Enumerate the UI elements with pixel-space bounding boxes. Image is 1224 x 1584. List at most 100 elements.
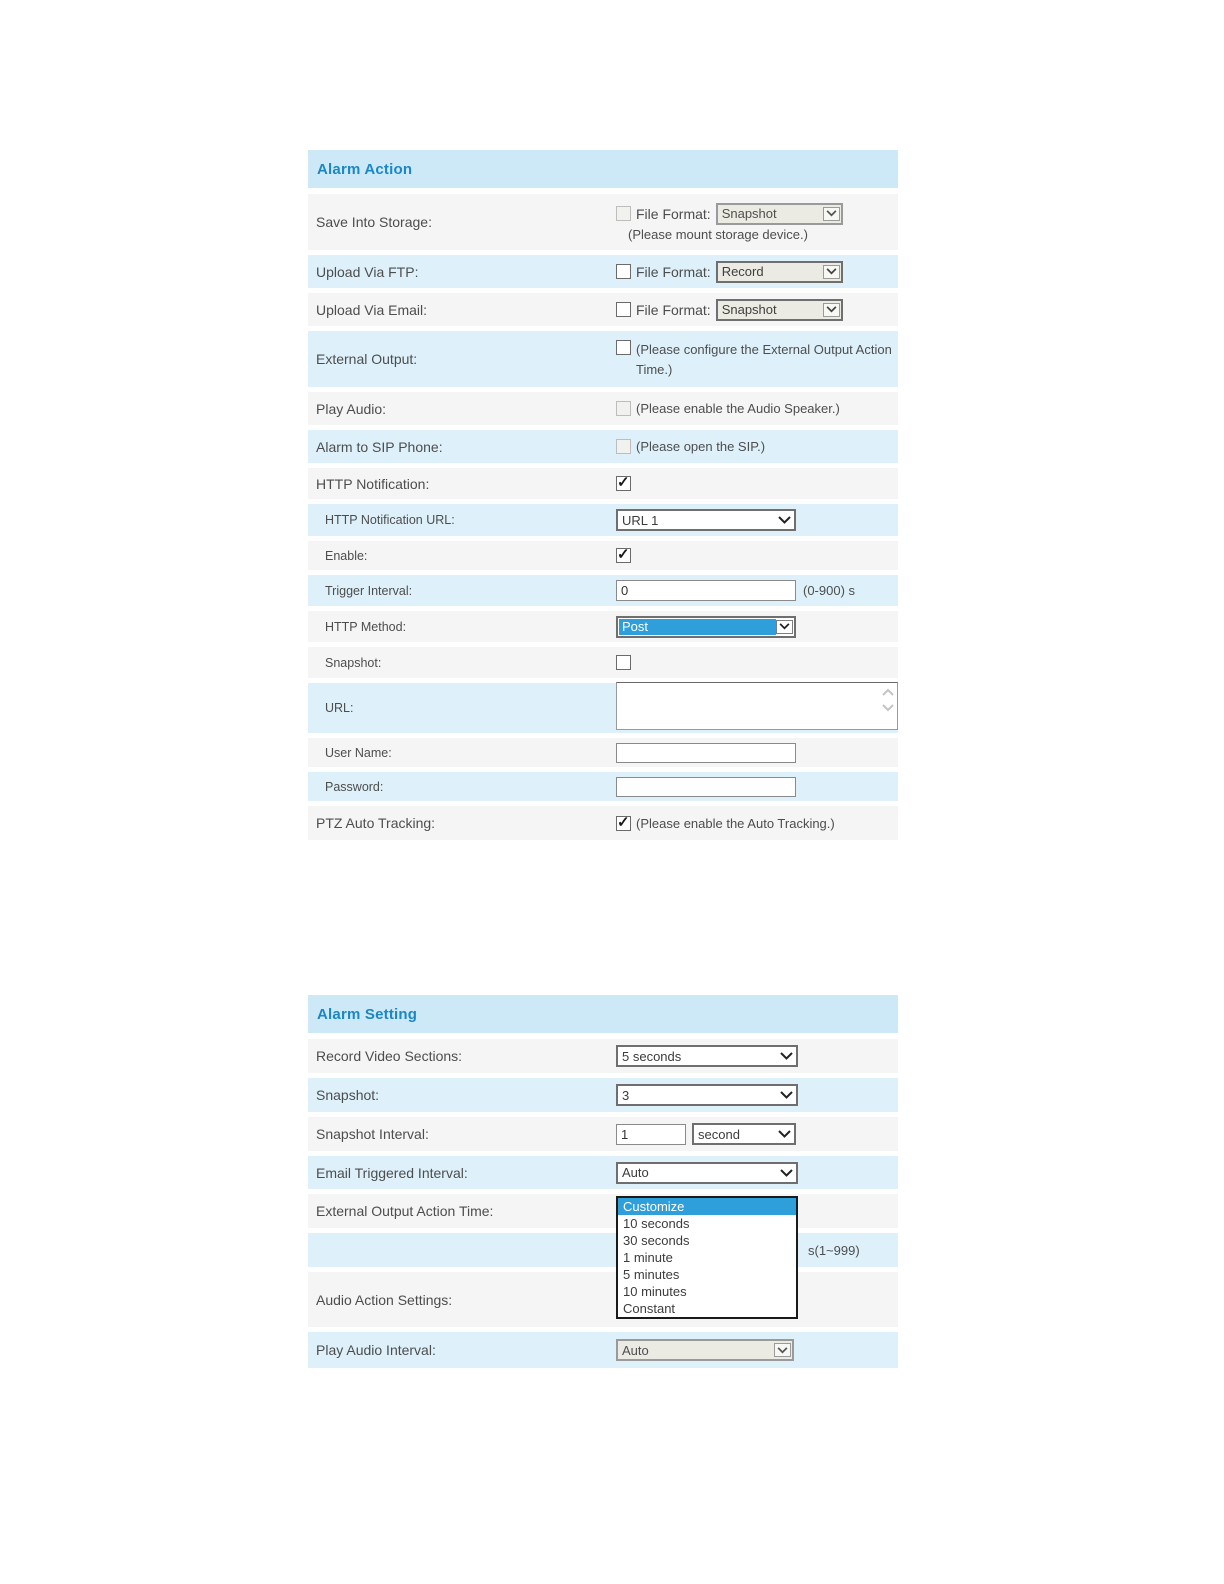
external-output-action-time-listbox: Customize 10 seconds 30 seconds 1 minute… <box>616 1196 798 1319</box>
snapshot-checkbox[interactable] <box>616 655 631 670</box>
row-upload-via-email: Upload Via Email: File Format: Snapshot <box>308 293 898 326</box>
url-textarea[interactable] <box>616 681 898 730</box>
email-file-format-select[interactable]: Snapshot <box>715 298 843 321</box>
trigger-interval-label: Trigger Interval: <box>325 583 413 598</box>
ptz-auto-tracking-note: (Please enable the Auto Tracking.) <box>636 815 835 831</box>
row-setting-snapshot: Snapshot: 3 <box>308 1078 898 1112</box>
row-email-triggered-interval: Email Triggered Interval: Auto <box>308 1156 898 1189</box>
email-triggered-interval-select[interactable]: Auto <box>616 1161 798 1184</box>
textarea-scroll-arrows[interactable] <box>882 688 894 712</box>
play-audio-label: Play Audio: <box>316 400 387 417</box>
trigger-interval-input[interactable] <box>616 580 796 601</box>
snapshot-interval-label: Snapshot Interval: <box>316 1126 429 1142</box>
chevron-down-icon <box>776 619 793 634</box>
row-upload-via-ftp: Upload Via FTP: File Format: Record <box>308 255 898 288</box>
file-format-label: File Format: <box>636 263 711 280</box>
row-password: Password: <box>308 772 898 801</box>
password-label: Password: <box>325 779 384 794</box>
http-method-label: HTTP Method: <box>325 619 407 634</box>
file-format-label: File Format: <box>636 301 711 318</box>
external-output-label: External Output: <box>316 351 418 367</box>
row-url: URL: <box>308 681 898 733</box>
row-save-into-storage: Save Into Storage: File Format: Snapshot… <box>308 194 898 250</box>
play-audio-interval-label: Play Audio Interval: <box>316 1342 436 1358</box>
user-name-input[interactable] <box>616 742 796 763</box>
row-record-video-sections: Record Video Sections: 5 seconds <box>308 1039 898 1073</box>
upload-via-ftp-label: Upload Via FTP: <box>316 263 419 280</box>
chevron-down-icon <box>822 206 840 221</box>
chevron-down-icon <box>882 703 894 711</box>
listbox-option[interactable]: 5 minutes <box>623 1267 680 1282</box>
snapshot-interval-input[interactable] <box>616 1123 686 1145</box>
row-external-output: External Output: (Please configure the E… <box>308 331 898 387</box>
alarm-action-title: Alarm Action <box>317 160 413 178</box>
enable-label: Enable: <box>325 548 368 563</box>
upload-via-email-checkbox[interactable] <box>616 302 631 317</box>
chevron-down-icon <box>774 1343 791 1357</box>
save-into-storage-checkbox[interactable] <box>616 206 631 221</box>
file-format-label: File Format: <box>636 205 711 222</box>
play-audio-checkbox[interactable] <box>616 401 631 416</box>
save-file-format-select[interactable]: Snapshot <box>715 202 843 225</box>
enable-checkbox[interactable] <box>616 545 631 563</box>
external-output-checkbox[interactable] <box>616 340 631 355</box>
ptz-auto-tracking-label: PTZ Auto Tracking: <box>316 815 436 831</box>
row-snapshot: Snapshot: <box>308 647 898 678</box>
http-notification-label: HTTP Notification: <box>316 475 430 492</box>
listbox-option[interactable]: 30 seconds <box>623 1233 690 1248</box>
snapshot-label: Snapshot: <box>325 655 382 670</box>
upload-via-ftp-checkbox[interactable] <box>616 264 631 279</box>
row-user-name: User Name: <box>308 738 898 767</box>
play-audio-interval-select[interactable]: Auto <box>616 1339 794 1361</box>
chevron-down-icon <box>776 1047 796 1065</box>
listbox-option[interactable]: 10 seconds <box>623 1216 690 1231</box>
listbox-option[interactable]: 1 minute <box>623 1250 673 1265</box>
row-audio-action-settings: Audio Action Settings: <box>308 1272 898 1327</box>
alarm-to-sip-label: Alarm to SIP Phone: <box>316 438 443 455</box>
setting-snapshot-select[interactable]: 3 <box>616 1084 798 1106</box>
chevron-down-icon <box>822 264 840 279</box>
alarm-action-panel: Alarm Action Save Into Storage: File For… <box>308 150 898 845</box>
http-notification-url-select[interactable]: URL 1 <box>616 509 796 531</box>
snapshot-interval-unit-select[interactable]: second <box>692 1123 796 1145</box>
http-method-select[interactable]: Post <box>616 615 796 638</box>
row-alarm-to-sip: Alarm to SIP Phone: (Please open the SIP… <box>308 430 898 463</box>
ptz-auto-tracking-checkbox[interactable] <box>616 813 631 831</box>
row-http-notification-url: HTTP Notification URL: URL 1 <box>308 504 898 536</box>
custom-action-time-suffix: s(1~999) <box>808 1242 860 1258</box>
row-http-method: HTTP Method: Post <box>308 611 898 642</box>
row-enable: Enable: <box>308 541 898 570</box>
alarm-setting-header: Alarm Setting <box>308 995 898 1033</box>
listbox-option[interactable]: Constant <box>623 1301 676 1316</box>
external-output-note: (Please configure the External Output Ac… <box>636 342 892 378</box>
row-play-audio-interval: Play Audio Interval: Auto <box>308 1332 898 1368</box>
http-notification-checkbox[interactable] <box>616 473 631 491</box>
listbox-option[interactable]: 10 minutes <box>623 1284 687 1299</box>
alarm-setting-title: Alarm Setting <box>317 1005 418 1023</box>
alarm-action-header: Alarm Action <box>308 150 898 188</box>
chevron-down-icon <box>776 1086 796 1104</box>
row-trigger-interval: Trigger Interval: (0-900) s <box>308 575 898 606</box>
trigger-interval-suffix: (0-900) s <box>803 583 856 598</box>
audio-action-settings-label: Audio Action Settings: <box>316 1291 453 1308</box>
row-http-notification: HTTP Notification: <box>308 468 898 499</box>
listbox-option[interactable]: Customize <box>618 1198 796 1215</box>
row-external-output-action-time: External Output Action Time: <box>308 1194 898 1228</box>
save-into-storage-note: (Please mount storage device.) <box>628 226 808 242</box>
ftp-file-format-select[interactable]: Record <box>715 260 843 283</box>
chevron-up-icon <box>882 688 894 696</box>
external-output-action-time-label: External Output Action Time: <box>316 1203 494 1219</box>
url-label: URL: <box>325 701 354 715</box>
chevron-down-icon <box>822 302 840 317</box>
save-into-storage-label: Save Into Storage: <box>316 214 432 230</box>
chevron-down-icon <box>774 511 794 529</box>
record-video-sections-label: Record Video Sections: <box>316 1048 463 1064</box>
record-video-sections-select[interactable]: 5 seconds <box>616 1045 798 1067</box>
row-play-audio: Play Audio: (Please enable the Audio Spe… <box>308 392 898 425</box>
alarm-to-sip-checkbox[interactable] <box>616 439 631 454</box>
chevron-down-icon <box>774 1125 794 1143</box>
password-input[interactable] <box>616 776 796 797</box>
alarm-to-sip-note: (Please open the SIP.) <box>636 439 766 454</box>
chevron-down-icon <box>776 1164 796 1182</box>
alarm-setting-panel: Alarm Setting Record Video Sections: 5 s… <box>308 995 898 1373</box>
